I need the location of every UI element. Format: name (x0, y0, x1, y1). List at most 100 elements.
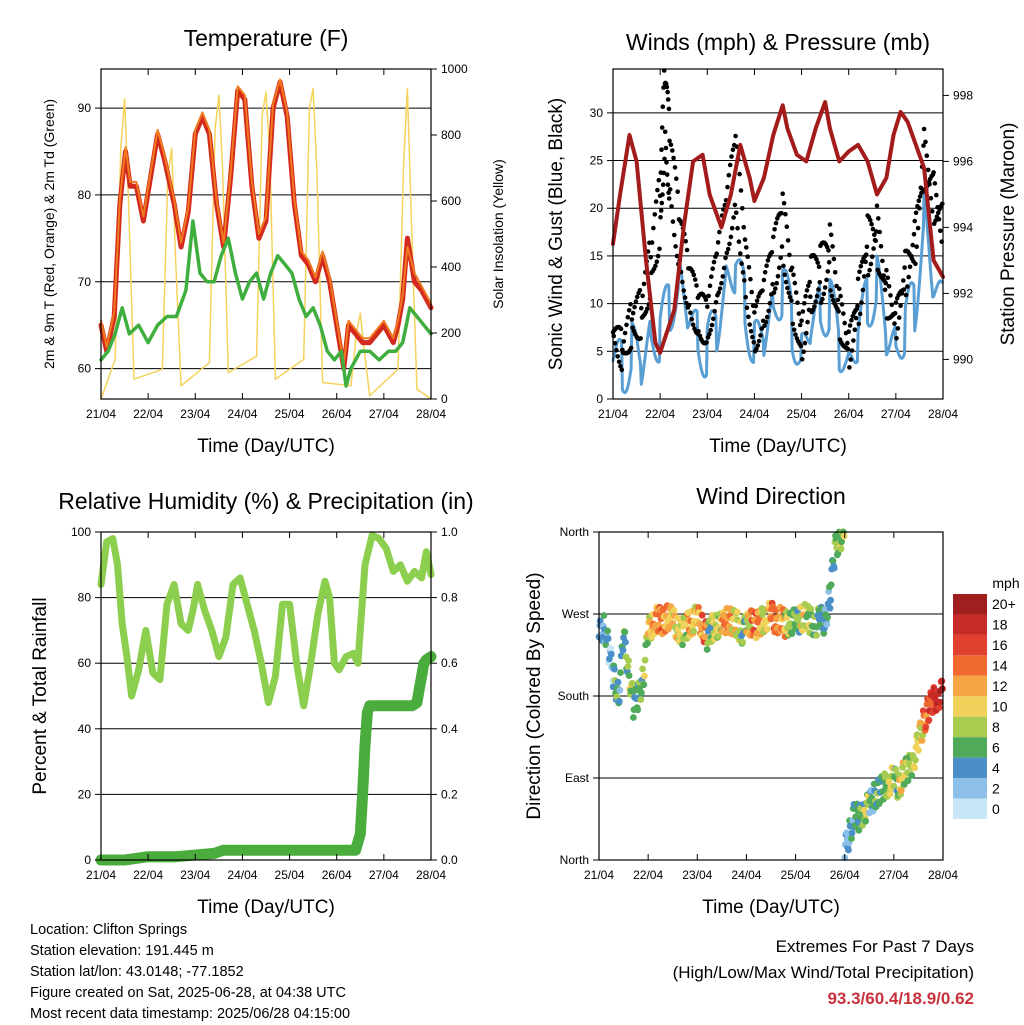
direction-point (706, 624, 714, 632)
gust-point (727, 241, 732, 247)
gust-point (779, 244, 785, 249)
gust-point (873, 238, 878, 243)
colorbar-swatch (953, 798, 987, 819)
gust-point (737, 171, 742, 177)
gust-point (786, 290, 792, 296)
y-tick-label: 0 (84, 853, 91, 867)
gust-point (664, 84, 670, 90)
gust-point (906, 274, 911, 280)
x-tick-label: 23/04 (180, 868, 210, 882)
panel-title: Relative Humidity (%) & Precipitation (i… (58, 488, 473, 514)
gust-point (928, 195, 934, 201)
gust-point (764, 263, 769, 269)
colorbar-swatch (953, 716, 987, 738)
x-tick-label: 25/04 (781, 868, 811, 882)
gust-point (828, 288, 833, 293)
recent-timestamp-text: Most recent data timestamp: 2025/06/28 0… (30, 1006, 351, 1022)
gust-point (769, 250, 775, 255)
gust-point (630, 310, 636, 316)
direction-point (630, 714, 637, 721)
gust-point (660, 182, 666, 187)
gust-point (661, 85, 666, 90)
x-tick-label: 24/04 (227, 868, 257, 882)
gust-point (790, 321, 796, 327)
direction-point (826, 604, 834, 612)
direction-point (823, 621, 831, 628)
gust-point (712, 308, 717, 314)
direction-point (936, 698, 944, 706)
direction-point (938, 677, 946, 685)
x-tick-label: 24/04 (739, 407, 769, 421)
gust-point (746, 265, 752, 270)
gust-point (801, 349, 806, 355)
y-tick-label: 30 (590, 106, 604, 120)
gust-point (796, 311, 802, 316)
gust-point (686, 302, 692, 308)
y2-axis-label: Solar Insolation (Yellow) (490, 159, 506, 309)
gust-point (911, 231, 917, 237)
gust-point (719, 280, 724, 286)
gust-point (775, 273, 781, 279)
y-axis-label: Percent & Total Rainfall (30, 597, 51, 794)
colorbar-label: 20+ (992, 596, 1016, 612)
gust-point (863, 252, 869, 257)
x-tick-label: 28/04 (928, 868, 958, 882)
gust-point (653, 199, 659, 204)
gust-point (674, 176, 679, 181)
gust-point (630, 325, 635, 331)
gust-point (781, 200, 787, 206)
gust-point (752, 310, 757, 315)
direction-point (634, 706, 642, 714)
gust-point (771, 234, 776, 240)
y-tick-label: 90 (78, 101, 92, 115)
direction-point (622, 638, 629, 646)
gust-point (716, 290, 721, 295)
gust-point (672, 165, 678, 170)
gust-point (785, 238, 791, 243)
direction-point (701, 633, 709, 641)
gust-point (717, 229, 722, 235)
gust-point (705, 304, 710, 310)
gust-point (667, 138, 672, 144)
direction-point (892, 766, 900, 773)
x-tick-label: 22/04 (133, 407, 163, 421)
x-tick-label: 23/04 (682, 868, 712, 882)
gust-point (760, 288, 765, 293)
gust-point (682, 295, 688, 300)
colorbar-label: 6 (992, 739, 1000, 755)
gust-point (804, 330, 809, 336)
direction-point (813, 632, 820, 639)
gust-point (726, 172, 732, 178)
gust-point (927, 181, 932, 187)
gust-point (845, 340, 850, 346)
gust-point (831, 256, 837, 262)
direction-point (625, 657, 632, 664)
gust-point (675, 189, 680, 194)
gust-point (842, 320, 847, 326)
gust-point (792, 280, 798, 286)
gust-point (750, 334, 755, 340)
gust-point (807, 279, 812, 285)
colorbar-label: 18 (992, 617, 1008, 633)
colorbar-swatch (953, 778, 987, 799)
gust-point (710, 266, 715, 272)
gust-point (910, 242, 915, 248)
direction-point (837, 545, 845, 553)
series-sonic-wind (611, 191, 944, 395)
gust-point (896, 315, 902, 320)
direction-point (619, 646, 627, 654)
gust-point (931, 170, 936, 175)
gust-point (725, 246, 731, 252)
gust-point (761, 277, 767, 283)
gust-point (806, 283, 811, 289)
gust-point (917, 206, 922, 211)
gust-point (901, 287, 907, 292)
direction-point (763, 625, 771, 633)
gust-point (653, 263, 658, 269)
gust-point (858, 263, 864, 269)
gust-point (667, 187, 673, 192)
x-tick-label: 27/04 (369, 868, 399, 882)
gust-point (619, 367, 625, 373)
colorbar-swatch (953, 655, 987, 676)
direction-point (640, 681, 648, 689)
